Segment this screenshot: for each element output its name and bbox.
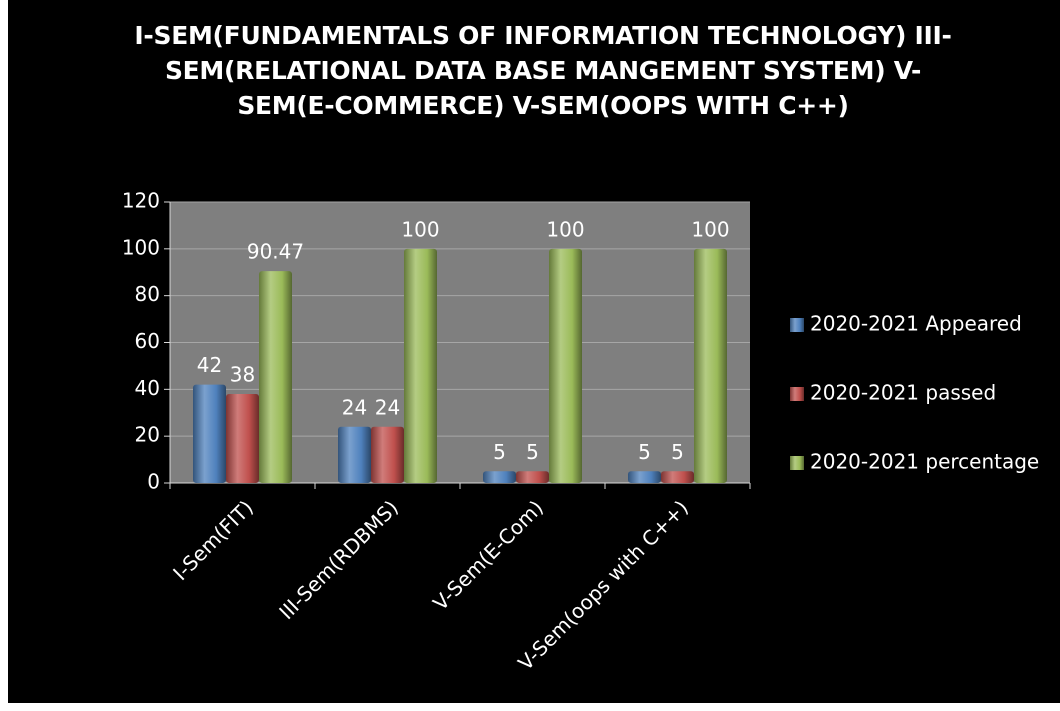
bar: [694, 248, 727, 483]
y-tick-label: 40: [135, 376, 160, 400]
y-tick-label: 0: [147, 470, 160, 494]
data-label: 100: [691, 217, 729, 241]
y-tick-label: 20: [135, 423, 160, 447]
chart: 0 20 40 60 80 100 120 I-Sem(FIT) 42 38 90.47 III-Se…: [122, 189, 1039, 676]
y-tick-label: 80: [135, 282, 160, 306]
y-tick-label: 120: [122, 189, 160, 213]
bar: [193, 384, 226, 483]
data-label: 42: [197, 353, 222, 377]
bar: [259, 271, 292, 483]
x-tick-label: III-Sem(RDBMS): [274, 495, 403, 624]
x-tick-label: V-Sem(oops with C++): [513, 495, 693, 675]
data-label: 5: [526, 440, 539, 464]
legend-label: 2020-2021 Appeared: [810, 312, 1022, 336]
legend-swatch: [790, 387, 804, 401]
y-tick-label: 60: [135, 329, 160, 353]
x-tick-label: I-Sem(FIT): [168, 495, 258, 585]
data-label: 38: [230, 363, 255, 387]
y-tick-label: 100: [122, 235, 160, 259]
data-label: 100: [546, 217, 584, 241]
chart-title: I-SEM(FUNDAMENTALS OF INFORMATION TECHNO…: [134, 21, 952, 120]
data-label: 5: [493, 440, 506, 464]
bar: [661, 471, 694, 483]
data-label: 5: [671, 440, 684, 464]
chart-frame: I-SEM(FUNDAMENTALS OF INFORMATION TECHNO…: [8, 0, 1060, 703]
bar: [483, 471, 516, 483]
data-label: 24: [375, 395, 400, 419]
data-label: 24: [342, 395, 367, 419]
bar: [404, 248, 437, 483]
x-tick-label: V-Sem(E-Com): [428, 495, 548, 615]
data-label: 100: [401, 217, 439, 241]
legend-label: 2020-2021 passed: [810, 381, 996, 405]
legend-swatch: [790, 456, 804, 470]
bar: [516, 471, 549, 483]
bar: [226, 394, 259, 483]
data-label: 5: [638, 440, 651, 464]
data-label: 90.47: [247, 240, 304, 264]
legend-label: 2020-2021 percentage: [810, 450, 1039, 474]
bar: [338, 426, 371, 483]
bar: [549, 248, 582, 483]
bar: [628, 471, 661, 483]
bar: [371, 426, 404, 483]
legend-swatch: [790, 318, 804, 332]
